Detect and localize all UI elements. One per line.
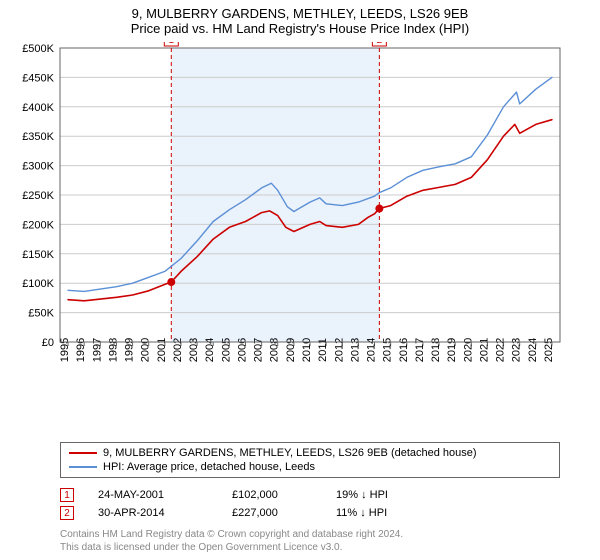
- title-subtitle: Price paid vs. HM Land Registry's House …: [0, 21, 600, 36]
- svg-text:£250K: £250K: [22, 190, 54, 202]
- sale-row: 1 24-MAY-2001 £102,000 19% ↓ HPI: [60, 486, 560, 504]
- sale-row: 2 30-APR-2014 £227,000 11% ↓ HPI: [60, 504, 560, 522]
- svg-text:2010: 2010: [301, 338, 313, 362]
- svg-text:£150K: £150K: [22, 249, 54, 261]
- svg-text:1999: 1999: [124, 338, 136, 362]
- svg-text:2019: 2019: [446, 338, 458, 362]
- legend-swatch: [69, 452, 97, 454]
- svg-text:2006: 2006: [236, 338, 248, 362]
- svg-text:2020: 2020: [462, 338, 474, 362]
- chart-area: £0 £50K £100K £150K £200K £250K £300K £350K £400…: [8, 42, 588, 436]
- svg-text:£500K: £500K: [22, 43, 54, 55]
- svg-text:1: 1: [169, 42, 175, 46]
- svg-text:£400K: £400K: [22, 102, 54, 114]
- svg-text:2024: 2024: [527, 338, 539, 362]
- sale-date: 30-APR-2014: [98, 507, 208, 519]
- svg-text:1998: 1998: [107, 338, 119, 362]
- sale-rows: 1 24-MAY-2001 £102,000 19% ↓ HPI 2 30-AP…: [60, 486, 560, 522]
- sale-marker: 2: [60, 506, 74, 520]
- line-chart: £0 £50K £100K £150K £200K £250K £300K £350K £400…: [8, 42, 568, 377]
- svg-text:£50K: £50K: [28, 308, 54, 320]
- legend: 9, MULBERRY GARDENS, METHLEY, LEEDS, LS2…: [60, 442, 560, 478]
- svg-text:2025: 2025: [543, 338, 555, 362]
- svg-text:1997: 1997: [91, 338, 103, 362]
- svg-text:2017: 2017: [414, 338, 426, 362]
- legend-label: HPI: Average price, detached house, Leed…: [103, 461, 315, 473]
- svg-text:2008: 2008: [269, 338, 281, 362]
- footer-line: This data is licensed under the Open Gov…: [60, 541, 560, 554]
- svg-text:2007: 2007: [253, 338, 265, 362]
- svg-text:2023: 2023: [511, 338, 523, 362]
- svg-text:2003: 2003: [188, 338, 200, 362]
- svg-text:£450K: £450K: [22, 72, 54, 84]
- sale-date: 24-MAY-2001: [98, 489, 208, 501]
- svg-text:2016: 2016: [398, 338, 410, 362]
- svg-text:2009: 2009: [285, 338, 297, 362]
- svg-text:£300K: £300K: [22, 161, 54, 173]
- svg-text:2022: 2022: [495, 338, 507, 362]
- svg-text:2: 2: [377, 42, 383, 46]
- svg-text:2005: 2005: [220, 338, 232, 362]
- sale-hpi-diff: 11% ↓ HPI: [336, 507, 426, 519]
- svg-text:1996: 1996: [75, 338, 87, 362]
- svg-text:2002: 2002: [172, 338, 184, 362]
- svg-text:2014: 2014: [366, 338, 378, 362]
- legend-item: HPI: Average price, detached house, Leed…: [69, 460, 551, 474]
- sale-price: £227,000: [232, 507, 312, 519]
- sale-price: £102,000: [232, 489, 312, 501]
- svg-text:2012: 2012: [333, 338, 345, 362]
- svg-text:2018: 2018: [430, 338, 442, 362]
- footer: Contains HM Land Registry data © Crown c…: [60, 528, 560, 554]
- chart-titles: 9, MULBERRY GARDENS, METHLEY, LEEDS, LS2…: [0, 0, 600, 38]
- svg-text:2015: 2015: [382, 338, 394, 362]
- sale-marker: 1: [60, 488, 74, 502]
- legend-label: 9, MULBERRY GARDENS, METHLEY, LEEDS, LS2…: [103, 447, 477, 459]
- footer-line: Contains HM Land Registry data © Crown c…: [60, 528, 560, 541]
- svg-text:2021: 2021: [478, 338, 490, 362]
- svg-text:£200K: £200K: [22, 219, 54, 231]
- title-address: 9, MULBERRY GARDENS, METHLEY, LEEDS, LS2…: [0, 6, 600, 21]
- svg-text:£0: £0: [42, 337, 54, 349]
- svg-text:2000: 2000: [140, 338, 152, 362]
- legend-swatch: [69, 466, 97, 468]
- legend-item: 9, MULBERRY GARDENS, METHLEY, LEEDS, LS2…: [69, 446, 551, 460]
- svg-text:£350K: £350K: [22, 131, 54, 143]
- svg-text:2004: 2004: [204, 338, 216, 362]
- sale-hpi-diff: 19% ↓ HPI: [336, 489, 426, 501]
- svg-text:2001: 2001: [156, 338, 168, 362]
- svg-text:1995: 1995: [59, 338, 71, 362]
- svg-text:£100K: £100K: [22, 278, 54, 290]
- svg-text:2013: 2013: [349, 338, 361, 362]
